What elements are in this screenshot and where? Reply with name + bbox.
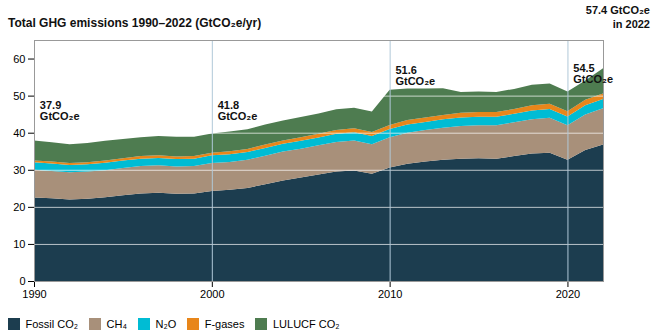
svg-text:2000: 2000	[200, 288, 224, 300]
svg-text:2020: 2020	[556, 288, 580, 300]
svg-text:54.5GtCO₂e: 54.5GtCO₂e	[573, 62, 613, 85]
html-text:Total GHG emissions 1990–2022: Total GHG emissions 1990–2022 (GtCO₂e/yr…	[8, 16, 262, 30]
svg-text:41.8GtCO₂e: 41.8GtCO₂e	[218, 99, 258, 122]
svg-text:60: 60	[13, 53, 25, 65]
html-text:LULUCF CO₂: LULUCF CO₂	[273, 317, 340, 330]
html-text:N₂O: N₂O	[155, 317, 177, 330]
svg-text:30: 30	[13, 164, 25, 176]
svg-text:0: 0	[19, 275, 25, 287]
svg-text:40: 40	[13, 127, 25, 139]
html-text:CH₄: CH₄	[106, 317, 127, 330]
svg-text:37.9GtCO₂e: 37.9GtCO₂e	[40, 99, 80, 122]
svg-text:51.6GtCO₂e: 51.6GtCO₂e	[395, 64, 435, 87]
html-text:F-gases: F-gases	[204, 317, 245, 330]
svg-text:1990: 1990	[22, 288, 46, 300]
svg-text:50: 50	[13, 90, 25, 102]
svg-text:10: 10	[13, 238, 25, 250]
svg-text:2010: 2010	[378, 288, 402, 300]
html-text:Fossil CO₂: Fossil CO₂	[25, 317, 79, 330]
svg-text:20: 20	[13, 201, 25, 213]
html-text:57.4 GtCO₂e in 2022: 57.4 GtCO₂e in 2022	[585, 4, 650, 30]
